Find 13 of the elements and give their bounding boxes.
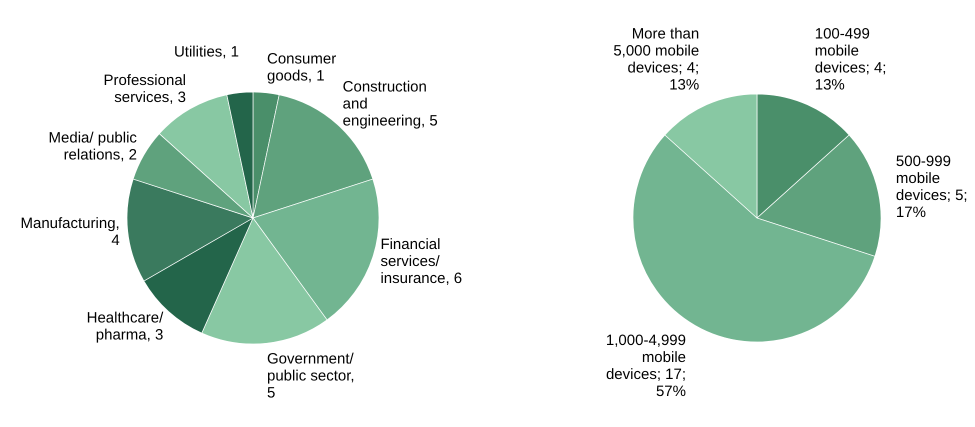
slice-label: Media/ public relations, 2 bbox=[48, 130, 138, 164]
slice-label: Construction and engineering, 5 bbox=[342, 78, 438, 130]
slice-label: Professional services, 3 bbox=[103, 72, 186, 106]
slice-label: Manufacturing, 4 bbox=[20, 214, 120, 249]
slice-label: Utilities, 1 bbox=[174, 44, 239, 61]
slice-label: More than 5,000 mobile devices; 4; 13% bbox=[613, 26, 700, 94]
slice-label: Healthcare/ pharma, 3 bbox=[86, 310, 164, 344]
slice-label: Consumer goods, 1 bbox=[267, 50, 336, 85]
slice-label: 100-499 mobile devices; 4; 13% bbox=[814, 26, 886, 94]
slice-label: 500-999 mobile devices; 5; 17% bbox=[896, 152, 968, 221]
slice-label: Government/ public sector, 5 bbox=[267, 350, 355, 402]
slice-label: Financial services/ insurance, 6 bbox=[380, 236, 462, 288]
slice-label: 1,000-4,999 mobile devices; 17; 57% bbox=[606, 332, 686, 400]
